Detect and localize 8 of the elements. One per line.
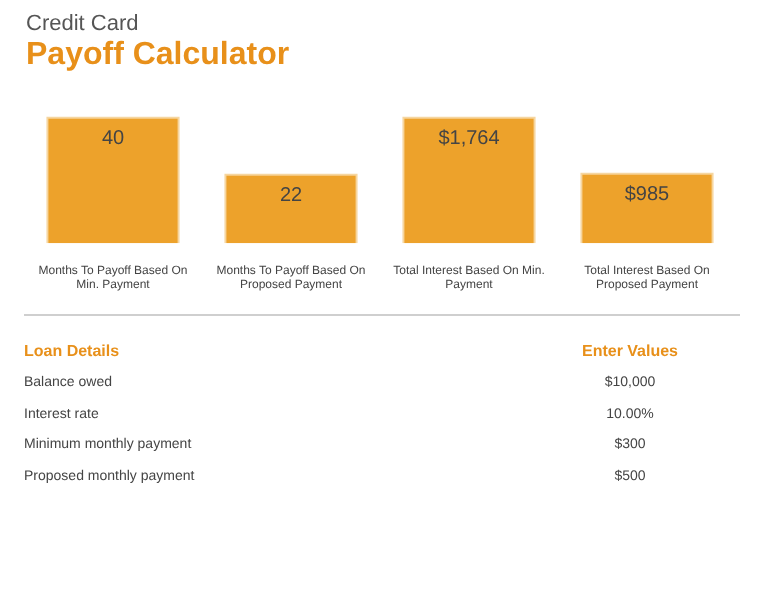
chart-title: Credit Card (26, 12, 139, 36)
data-label: 40 (101, 127, 125, 150)
data-label: $1,764 (438, 127, 501, 150)
text: Enter Values (579, 341, 681, 359)
data-label: $985 (624, 183, 671, 206)
text: Loan Details (24, 341, 120, 359)
data-label: 22 (279, 185, 303, 207)
chart-subtitle: Payoff Calculator (26, 38, 290, 74)
